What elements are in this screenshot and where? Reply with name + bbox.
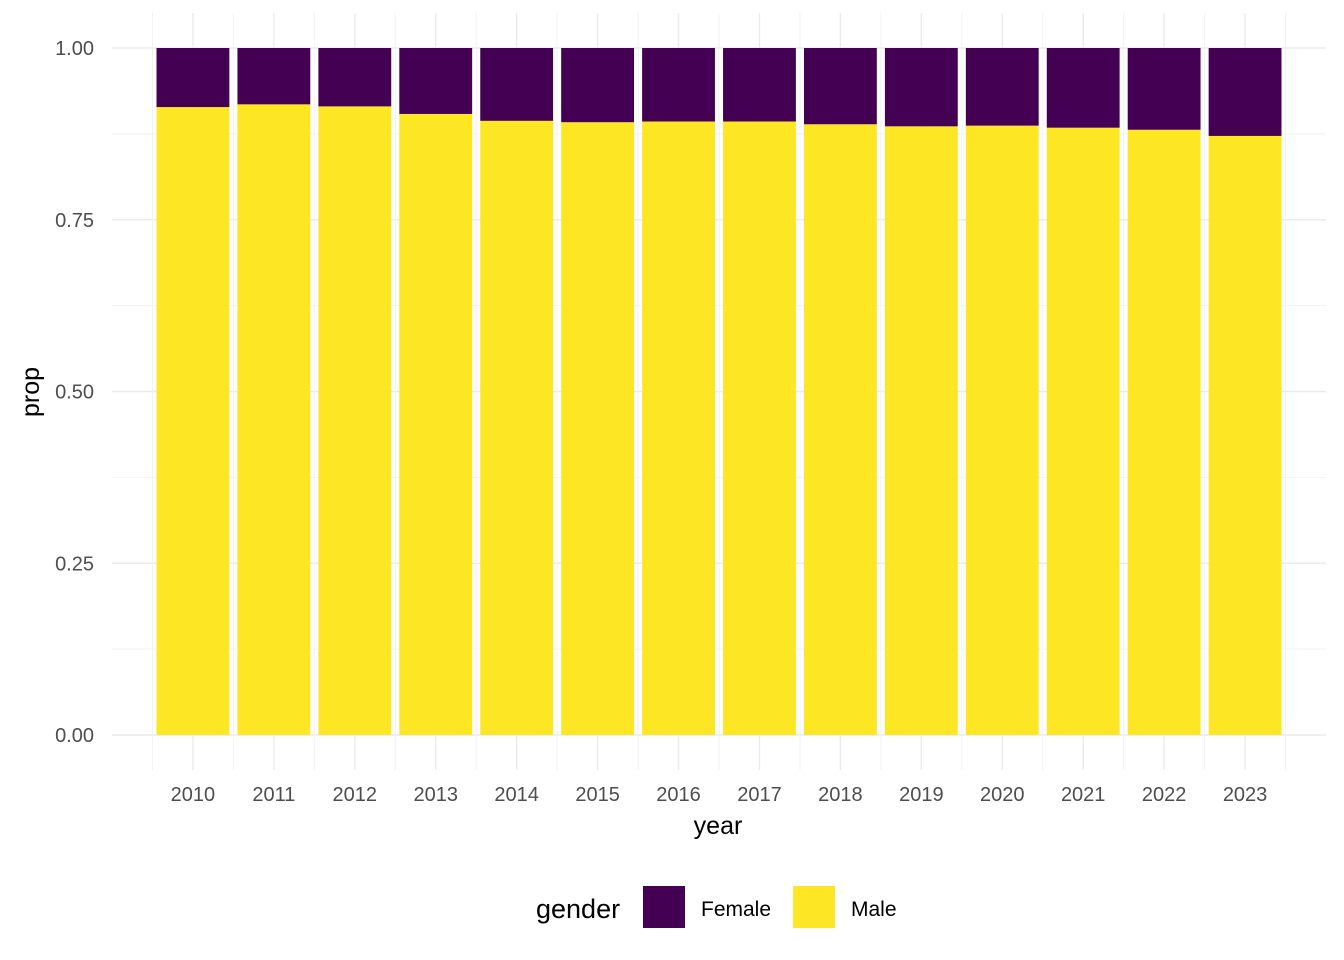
bar-male-2017 [723, 121, 796, 735]
x-tick-label: 2016 [656, 784, 701, 806]
bar-female-2023 [1208, 48, 1282, 136]
y-tick-label: 0.50 [55, 382, 94, 404]
bar-male-2015 [561, 122, 635, 736]
bar-female-2013 [399, 48, 473, 114]
legend-items: Female Male [643, 886, 897, 928]
bar-female-2021 [1046, 48, 1120, 128]
bars [156, 48, 1282, 736]
legend-label-female: Female [701, 898, 771, 921]
bar-male-2010 [156, 107, 230, 735]
bar-female-2015 [561, 48, 635, 123]
x-axis-ticks: 2010 2011 2012 2013 2014 2015 2016 2017 2018 2019… [171, 784, 1268, 806]
x-tick-label: 2015 [575, 784, 620, 806]
bar-female-2012 [318, 48, 392, 107]
legend-label-male: Male [851, 898, 897, 921]
bar-male-2019 [884, 126, 958, 736]
bar-male-2023 [1208, 135, 1282, 735]
x-tick-label: 2022 [1142, 784, 1187, 806]
y-tick-label: 0.25 [55, 553, 94, 575]
legend: gender Female Male [536, 886, 897, 928]
bar-male-2011 [237, 104, 311, 736]
x-tick-label: 2017 [737, 784, 782, 806]
bar-male-2021 [1046, 127, 1120, 735]
bar-female-2018 [803, 48, 877, 125]
y-tick-label: 0.75 [55, 210, 94, 232]
y-tick-label: 1.00 [55, 38, 94, 60]
bar-female-2010 [156, 48, 230, 108]
y-tick-label: 0.00 [55, 725, 94, 747]
bar-male-2018 [803, 124, 877, 735]
y-axis-title: prop [17, 367, 45, 417]
bar-female-2019 [884, 48, 958, 127]
legend-key-male [793, 886, 835, 928]
bar-male-2022 [1127, 129, 1201, 736]
bar-male-2016 [642, 121, 715, 735]
bar-female-2017 [723, 48, 796, 122]
bar-male-2013 [399, 113, 473, 735]
x-tick-label: 2012 [333, 784, 378, 806]
legend-title: gender [536, 894, 620, 924]
bar-female-2011 [237, 48, 311, 105]
bar-male-2020 [965, 125, 1039, 736]
bar-female-2020 [965, 48, 1039, 126]
bar-female-2014 [480, 48, 554, 121]
x-tick-label: 2013 [413, 784, 458, 806]
x-tick-label: 2018 [818, 784, 863, 806]
x-tick-label: 2023 [1223, 784, 1268, 806]
x-tick-label: 2014 [494, 784, 539, 806]
x-tick-label: 2011 [252, 784, 295, 806]
x-tick-label: 2020 [980, 784, 1025, 806]
x-axis-title: year [694, 812, 743, 840]
bar-female-2022 [1127, 48, 1201, 130]
bar-female-2016 [642, 48, 715, 122]
bar-male-2012 [318, 106, 392, 735]
x-tick-label: 2019 [899, 784, 944, 806]
legend-key-female [643, 886, 685, 928]
x-tick-label: 2010 [171, 784, 216, 806]
x-tick-label: 2021 [1061, 784, 1106, 806]
bar-male-2014 [480, 120, 554, 735]
y-axis-ticks: 0.00 0.25 0.50 0.75 1.00 [55, 38, 94, 747]
